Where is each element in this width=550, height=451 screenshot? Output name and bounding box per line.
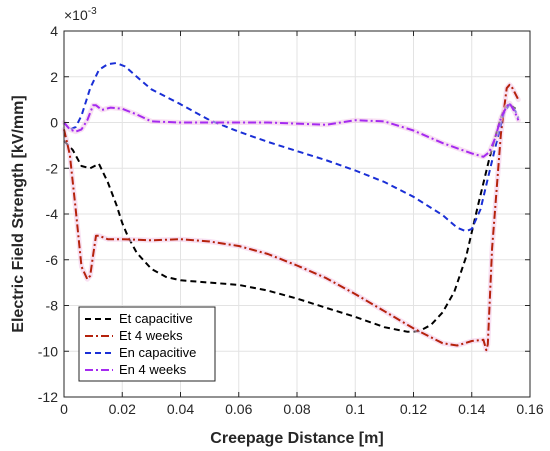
y-tick-label: -6 <box>46 252 59 268</box>
y-tick-label: 2 <box>50 69 58 85</box>
series-3-line <box>63 62 520 233</box>
y-tick-labels: 4 2 0 -2 -4 -6 -8 -10 -12 <box>38 23 58 405</box>
y-tick-label: 4 <box>50 23 58 39</box>
series-1-line <box>63 103 517 333</box>
x-tick-label: 0.06 <box>225 401 252 417</box>
axis-ticks <box>63 30 531 398</box>
y-axis-multiplier-base: ×10 <box>64 7 88 23</box>
legend-label-1: Et capacitive <box>119 311 193 326</box>
x-tick-labels: 0 0.02 0.04 0.06 0.08 0.1 0.12 0.14 0.16 <box>60 401 544 417</box>
legend-label-3: En capacitive <box>119 345 196 360</box>
x-tick-label: 0.1 <box>346 401 366 417</box>
series-4-line <box>63 102 520 158</box>
y-tick-label: -8 <box>46 298 59 314</box>
x-tick-label: 0 <box>60 401 68 417</box>
y-tick-label: -4 <box>46 206 59 222</box>
series-layer <box>61 62 521 353</box>
y-tick-label: 0 <box>50 115 58 131</box>
x-tick-label: 0.04 <box>167 401 194 417</box>
legend: Et capacitive Et 4 weeks En capacitive En 4… <box>78 306 216 382</box>
x-tick-label: 0.08 <box>283 401 310 417</box>
x-tick-label: 0.12 <box>400 401 427 417</box>
y-tick-label: -12 <box>38 389 58 405</box>
legend-box <box>78 306 216 382</box>
x-tick-label: 0.16 <box>516 401 543 417</box>
legend-label-2: Et 4 weeks <box>119 328 183 343</box>
x-tick-label: 0.02 <box>109 401 136 417</box>
legend-label-4: En 4 weeks <box>119 362 187 377</box>
y-tick-label: -2 <box>46 160 59 176</box>
y-axis-multiplier: ×10-3 <box>64 6 97 23</box>
x-tick-label: 0.14 <box>458 401 485 417</box>
x-axis-label: Creepage Distance [m] <box>210 430 383 447</box>
y-tick-label: -10 <box>38 343 58 359</box>
y-axis-multiplier-exponent: -3 <box>88 6 97 17</box>
series-2-line <box>63 83 520 352</box>
y-axis-label: Electric Field Strength [kV/mm] <box>10 95 27 332</box>
